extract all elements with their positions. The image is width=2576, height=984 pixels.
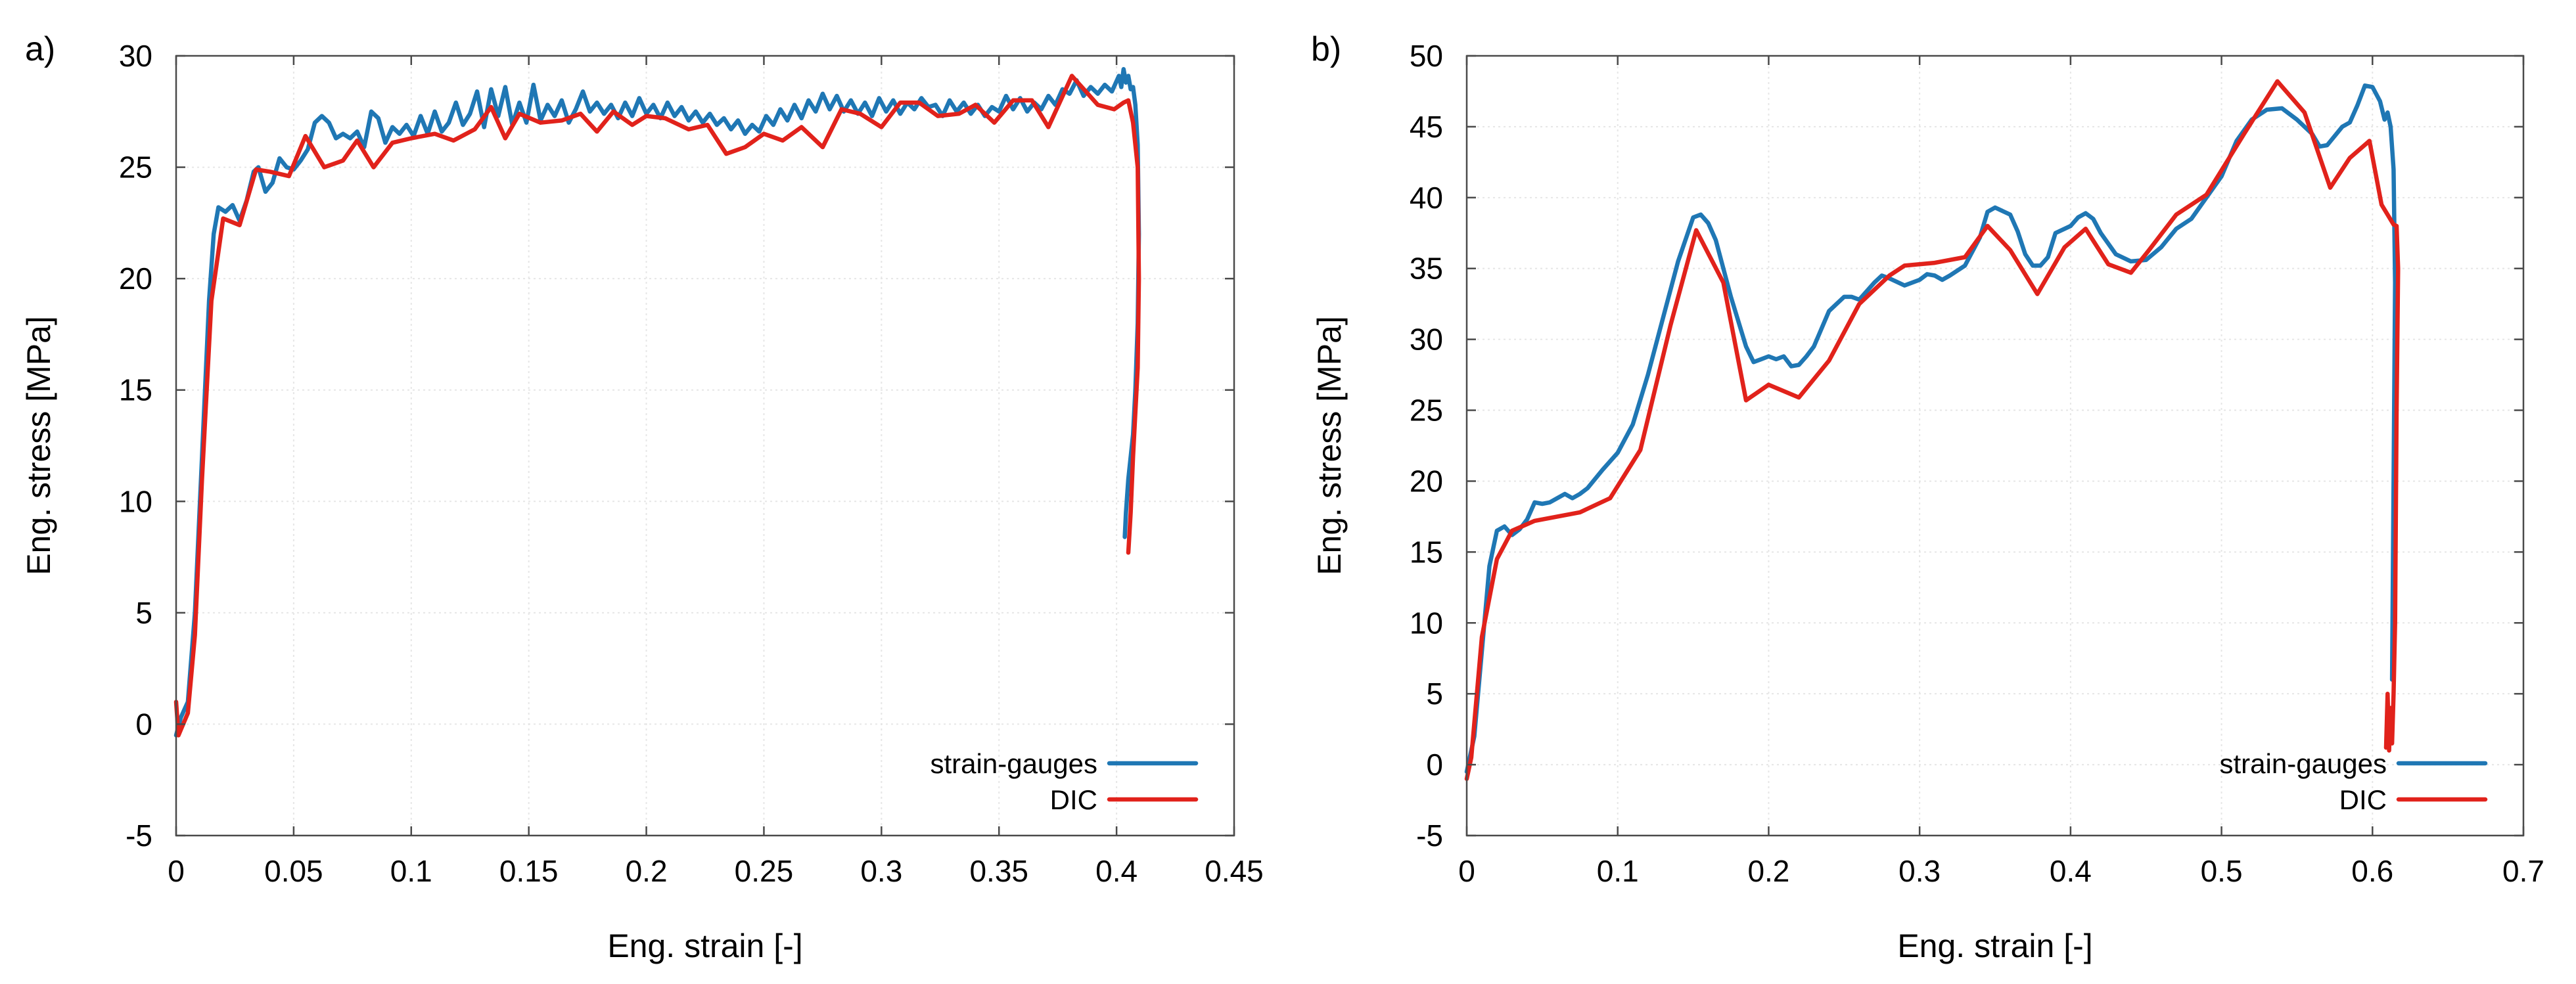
- legend-label-dic-b: DIC: [2339, 784, 2387, 815]
- y-tick-label-b: 30: [1410, 323, 1443, 357]
- x-tick-label-b: 0.5: [2201, 854, 2243, 888]
- x-tick-label-a: 0.2: [626, 854, 668, 888]
- legend-label-strain-gauges-a: strain-gauges: [931, 748, 1097, 779]
- y-tick-label-b: 50: [1410, 39, 1443, 73]
- x-tick-label-a: 0.25: [735, 854, 794, 888]
- x-tick-label-b: 0.4: [2050, 854, 2092, 888]
- y-tick-label-a: -5: [126, 818, 152, 853]
- y-tick-label-b: 45: [1410, 110, 1443, 144]
- x-axis-label-a: Eng. strain [-]: [607, 928, 802, 964]
- series-line-dic-a: [173, 74, 1141, 738]
- x-tick-label-a: 0.4: [1095, 854, 1138, 888]
- x-tick-label-a: 0.15: [499, 854, 559, 888]
- y-tick-label-b: 25: [1410, 393, 1443, 428]
- x-tick-label-a: 0.45: [1205, 854, 1264, 888]
- y-tick-label-b: 10: [1410, 606, 1443, 640]
- x-tick-label-b: 0.6: [2351, 854, 2393, 888]
- x-tick-label-b: 0: [1458, 854, 1475, 888]
- x-tick-label-b: 0.7: [2502, 854, 2544, 888]
- panel-label-b: b): [1311, 30, 1341, 68]
- series-line-strain-gauges-b: [1464, 83, 2397, 774]
- chart-b: b) 0 0.1 0.2 0.3 0.4 0.5 0.6 0.7 -5 0 5 10 15 20 25 30 3…: [1311, 30, 2544, 964]
- y-tick-label-b: -5: [1416, 818, 1443, 853]
- grid-b: [1466, 55, 2524, 836]
- y-tick-label-a: 20: [119, 261, 152, 296]
- y-tick-label-a: 25: [119, 150, 152, 185]
- x-tick-label-a: 0.35: [969, 854, 1028, 888]
- y-tick-label-a: 30: [119, 39, 152, 73]
- y-axis-label-b: Eng. stress [MPa]: [1311, 316, 1348, 575]
- grid-a: [175, 55, 1235, 836]
- plot-frame-b: [1465, 55, 2525, 837]
- y-axis-label-a: Eng. stress [MPa]: [20, 316, 57, 575]
- x-tick-label-b: 0.3: [1898, 854, 1941, 888]
- y-tick-label-a: 15: [119, 373, 152, 407]
- ticks-b: 0 0.1 0.2 0.3 0.4 0.5 0.6 0.7 -5 0 5 10 15 20 25 30 35 40…: [1410, 39, 2544, 888]
- x-tick-label-b: 0.2: [1747, 854, 1789, 888]
- y-tick-label-b: 0: [1426, 748, 1443, 782]
- x-tick-label-a: 0.3: [860, 854, 902, 888]
- y-tick-label-a: 10: [119, 484, 152, 518]
- x-tick-label-a: 0.05: [264, 854, 323, 888]
- legend-label-strain-gauges-b: strain-gauges: [2220, 748, 2387, 779]
- series-group-b: [1464, 79, 2401, 781]
- legend-a: strain-gauges DIC: [931, 748, 1199, 815]
- x-tick-label-b: 0.1: [1597, 854, 1639, 888]
- x-tick-label-a: 0: [168, 854, 185, 888]
- y-tick-label-a: 0: [135, 707, 152, 741]
- series-line-strain-gauges-a: [173, 67, 1141, 738]
- series-line-dic-b: [1464, 79, 2401, 781]
- y-tick-label-b: 5: [1426, 677, 1443, 711]
- y-tick-label-b: 15: [1410, 535, 1443, 569]
- legend-b: strain-gauges DIC: [2220, 748, 2488, 815]
- x-axis-label-b: Eng. strain [-]: [1897, 928, 2092, 964]
- y-tick-label-b: 20: [1410, 464, 1443, 498]
- legend-label-dic-a: DIC: [1050, 784, 1097, 815]
- series-group-a: [173, 67, 1141, 738]
- x-tick-label-a: 0.1: [390, 854, 432, 888]
- y-tick-label-b: 40: [1410, 181, 1443, 215]
- plot-frame-a: [175, 55, 1235, 837]
- panel-label-a: a): [25, 30, 55, 68]
- y-tick-label-a: 5: [135, 596, 152, 630]
- chart-a: a) 0 0.05 0.1 0.15 0.2 0.25 0.3 0.35 0.4 0.45 -5 0 5…: [20, 30, 1264, 964]
- ticks-a: 0 0.05 0.1 0.15 0.2 0.25 0.3 0.35 0.4 0.45 -5 0 5 10 1…: [119, 39, 1264, 888]
- y-tick-label-b: 35: [1410, 252, 1443, 286]
